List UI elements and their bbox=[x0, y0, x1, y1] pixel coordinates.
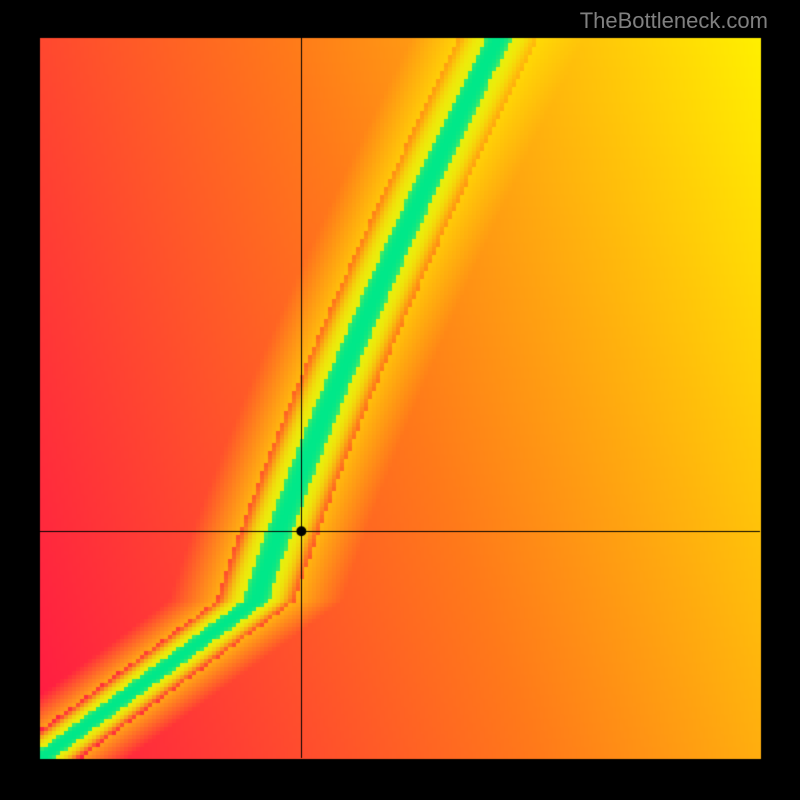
watermark-text: TheBottleneck.com bbox=[580, 8, 768, 34]
chart-container: TheBottleneck.com bbox=[0, 0, 800, 800]
heatmap-canvas bbox=[0, 0, 800, 800]
